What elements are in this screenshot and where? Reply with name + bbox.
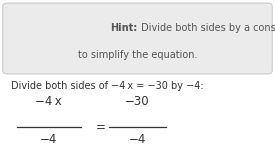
Text: Hint:: Hint: xyxy=(110,23,138,33)
FancyBboxPatch shape xyxy=(3,3,272,74)
Text: to simplify the equation.: to simplify the equation. xyxy=(78,51,197,60)
Text: −4: −4 xyxy=(129,133,146,146)
Text: Divide both sides by a constant: Divide both sides by a constant xyxy=(138,23,275,33)
Text: =: = xyxy=(95,121,105,134)
Text: Divide both sides of −4 x = −30 by −4:: Divide both sides of −4 x = −30 by −4: xyxy=(11,81,204,91)
Text: −4 x: −4 x xyxy=(35,95,62,108)
Text: −30: −30 xyxy=(125,95,150,108)
Text: −4: −4 xyxy=(39,133,57,146)
